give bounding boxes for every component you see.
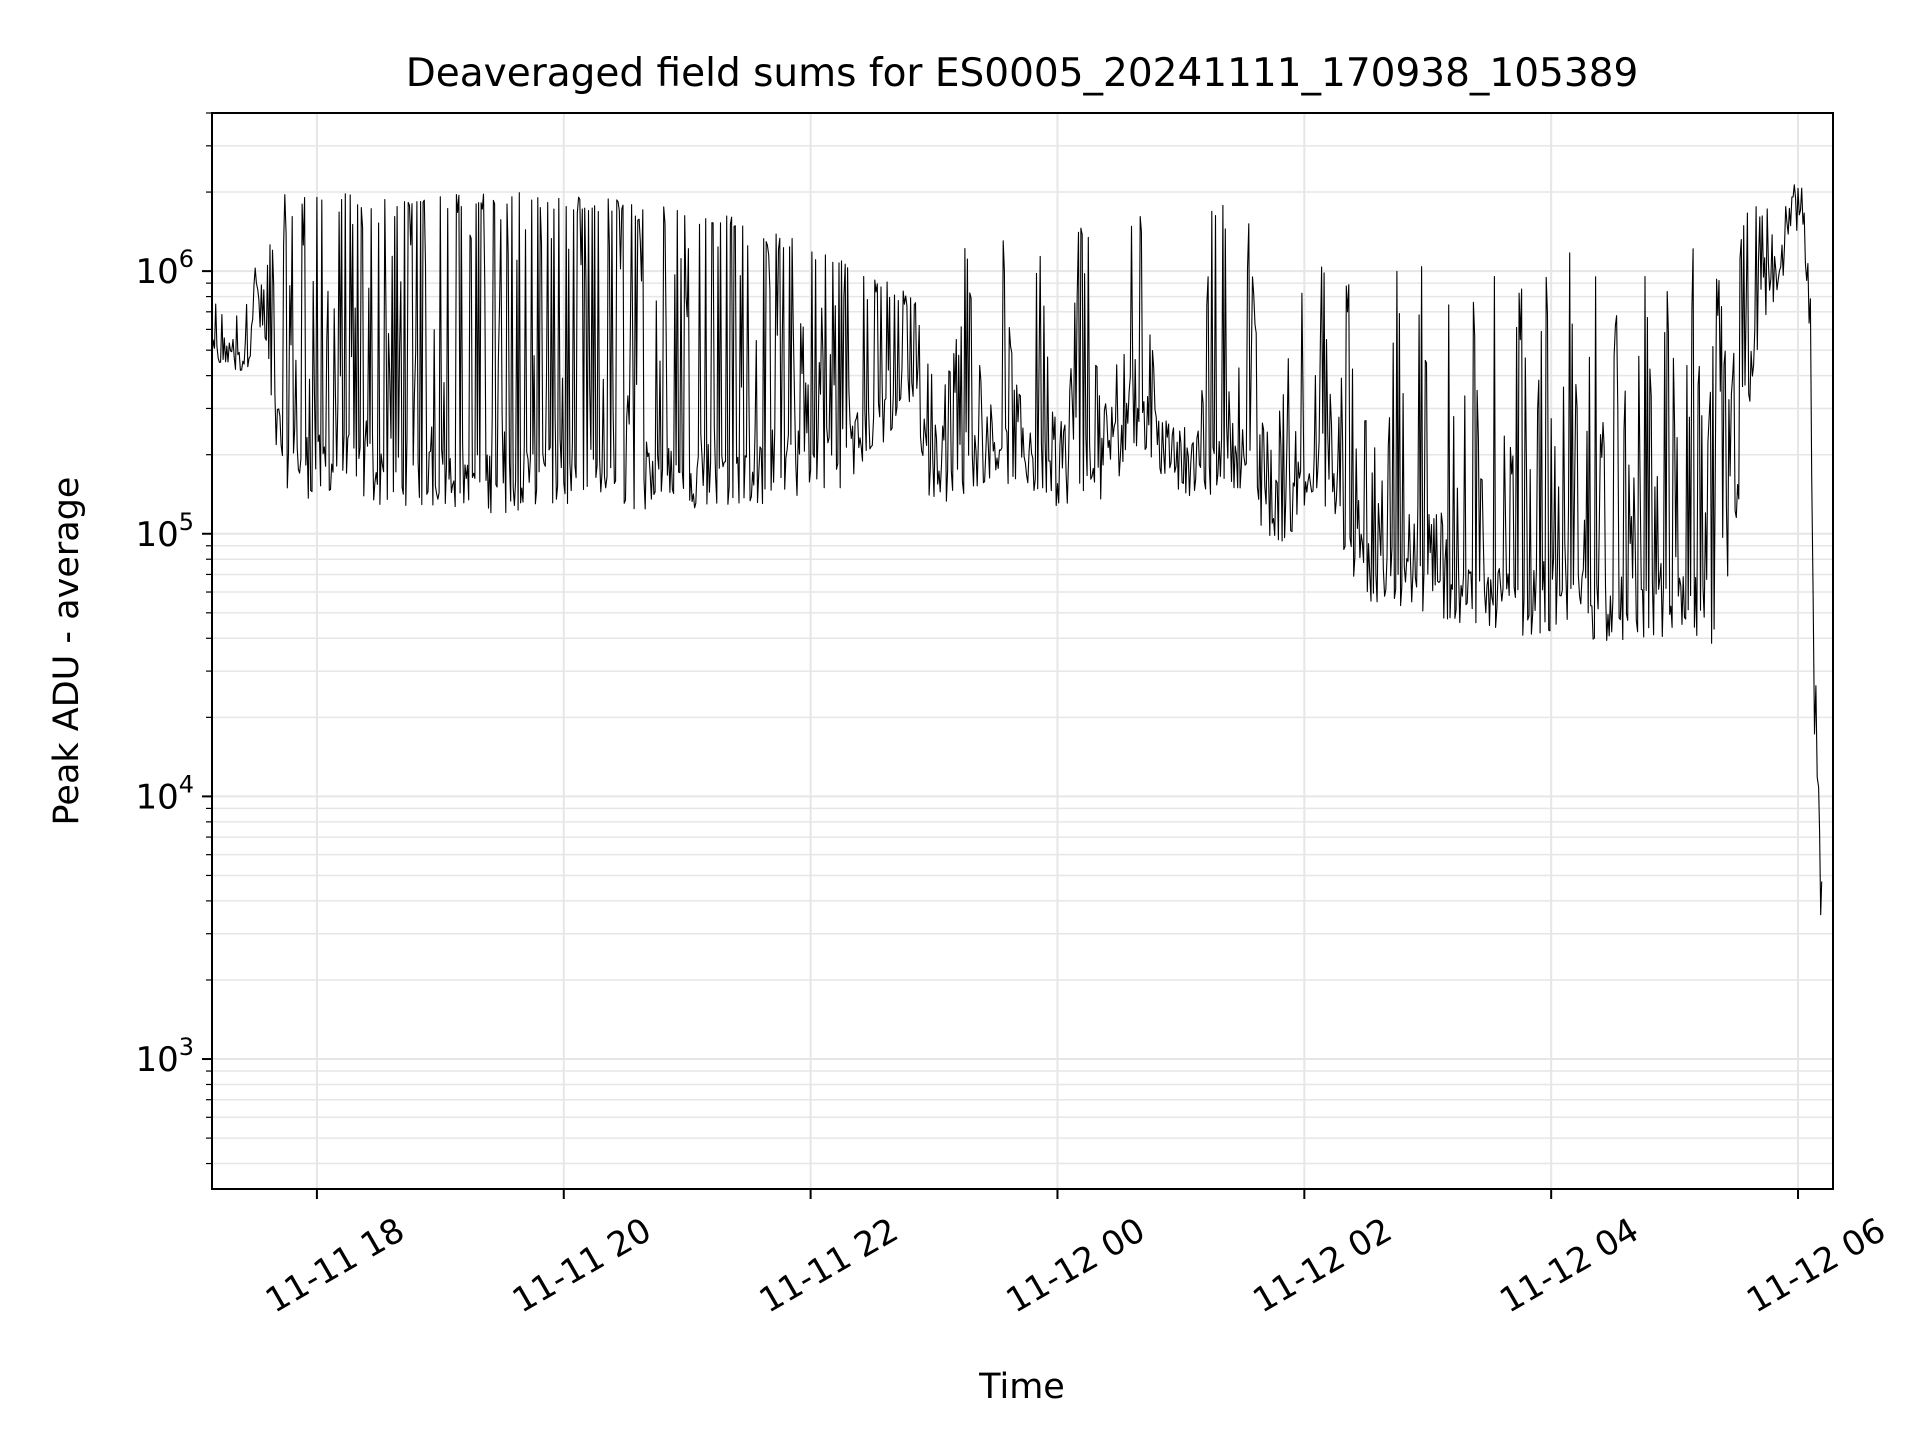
plot-frame (211, 112, 1834, 1190)
y-tick-label: 105 (135, 508, 194, 555)
y-tick-label: 104 (135, 770, 194, 817)
data-series (211, 184, 1823, 916)
x-axis-label: Time (978, 1367, 1065, 1407)
chart-title: Deaveraged field sums for ES0005_2024111… (406, 51, 1639, 96)
y-axis-label: Peak ADU - average (47, 477, 87, 826)
y-tick-label: 106 (135, 245, 194, 292)
series-line (211, 184, 1823, 916)
y-tick-label: 103 (135, 1033, 194, 1080)
